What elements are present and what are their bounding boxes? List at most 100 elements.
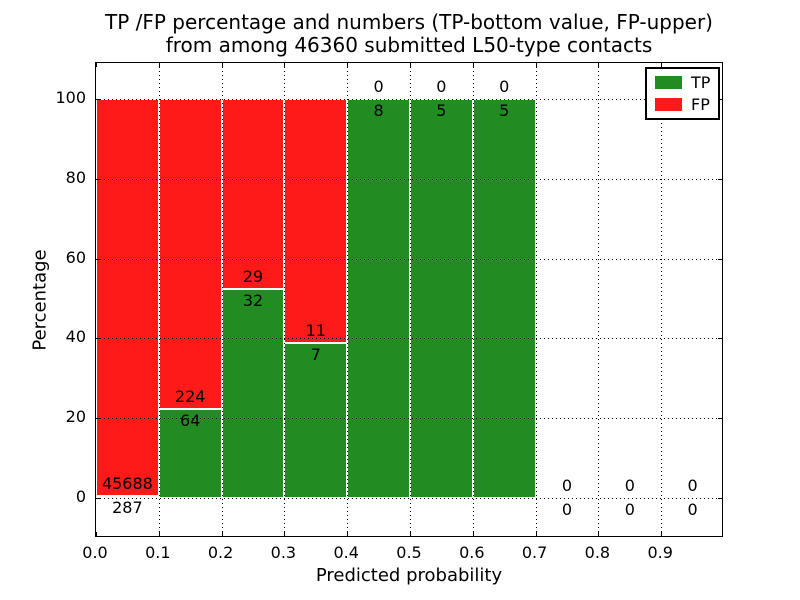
x-tick-top: [96, 63, 97, 67]
legend-item-tp: TP: [655, 74, 710, 91]
fp-bar-segment: [158, 98, 222, 410]
v-gridline: [284, 63, 286, 536]
x-tick: [284, 532, 286, 536]
h-gridline: [96, 338, 722, 340]
v-gridline: [410, 63, 411, 536]
v-gridline: [472, 63, 474, 536]
x-tick-label: 0.5: [396, 543, 422, 562]
legend-swatch-tp: [655, 76, 682, 89]
tp-count-label: 0: [624, 500, 635, 520]
fp-count-label: 0: [499, 76, 510, 96]
x-tick-label: 0.8: [584, 543, 611, 562]
x-tick-top: [472, 63, 474, 67]
y-tick: [96, 418, 100, 420]
plot-area: 45688 287 224 64 29 32 11 7 0 8 0 5 0 5 0 0 0 0 0 0: [95, 62, 723, 537]
y-tick: [96, 498, 100, 500]
tp-bar-segment: [284, 342, 348, 499]
x-tick-top: [158, 63, 160, 67]
fp-count-label: 0: [624, 476, 635, 496]
fp-count-label: 0: [373, 76, 384, 96]
h-gridline: [96, 178, 722, 180]
x-tick-label: 0.6: [459, 543, 485, 562]
v-gridline: [535, 63, 537, 536]
h-gridline: [96, 98, 722, 100]
y-tick-label: 0: [75, 487, 86, 507]
x-tick-top: [535, 63, 537, 67]
fp-count-label: 11: [305, 320, 326, 340]
x-tick-top: [284, 63, 286, 67]
tp-count-label: 5: [499, 100, 510, 120]
fp-bar-segment: [284, 98, 348, 343]
v-gridline: [158, 63, 160, 536]
fp-count-label: 0: [561, 476, 573, 496]
x-tick: [661, 532, 663, 536]
y-tick-label: 60: [65, 247, 86, 267]
y-tick: [96, 98, 100, 100]
tp-count-label: 32: [242, 290, 264, 310]
tp-bar-segment: [410, 98, 473, 499]
y-tick-label: 100: [55, 87, 86, 107]
v-gridline: [598, 63, 600, 536]
legend-label-tp: TP: [691, 73, 711, 92]
tp-count-label: 5: [436, 100, 447, 120]
fp-count-label: 0: [687, 476, 698, 496]
legend-label-fp: FP: [691, 95, 710, 114]
x-tick: [221, 532, 223, 536]
x-tick: [410, 532, 411, 536]
v-gridline: [347, 63, 349, 536]
x-tick-label: 0.0: [82, 543, 108, 562]
v-gridline: [221, 63, 223, 536]
y-tick-right: [718, 338, 722, 340]
x-tick-label: 0.7: [521, 543, 548, 562]
x-tick: [96, 532, 97, 536]
fp-count-label: 29: [242, 266, 264, 286]
x-tick-top: [347, 63, 349, 67]
legend: TP FP: [645, 67, 721, 120]
chart-title-line1: TP /FP percentage and numbers (TP-bottom…: [105, 10, 713, 34]
tp-count-label: 8: [373, 100, 384, 120]
x-tick-label: 0.3: [270, 543, 297, 562]
tp-bar-segment: [221, 288, 285, 499]
legend-swatch-fp: [655, 98, 682, 111]
y-tick-right: [718, 418, 722, 420]
y-tick-label: 80: [65, 167, 86, 187]
h-gridline: [96, 418, 722, 420]
y-tick: [96, 258, 100, 260]
x-tick-label: 0.4: [333, 543, 359, 562]
tp-bar-segment: [472, 98, 536, 499]
h-gridline: [96, 258, 722, 260]
fp-bar-segment: [96, 98, 159, 496]
y-tick-right: [718, 178, 722, 180]
legend-item-fp: FP: [655, 96, 710, 113]
y-tick-right: [718, 498, 722, 500]
fp-count-label: 0: [436, 76, 447, 96]
tp-count-label: 287: [112, 497, 143, 517]
x-tick: [472, 532, 474, 536]
y-tick-label: 20: [65, 407, 86, 427]
x-tick-label: 0.2: [207, 543, 234, 562]
x-tick: [158, 532, 160, 536]
x-tick: [535, 532, 537, 536]
y-tick-right: [718, 258, 722, 260]
tp-bar-segment: [96, 495, 159, 499]
y-tick-label: 40: [65, 327, 86, 347]
fp-bar-segment: [221, 98, 285, 289]
y-tick: [96, 338, 100, 340]
x-tick: [598, 532, 600, 536]
x-tick-label: 0.9: [647, 543, 673, 562]
tp-count-label: 0: [561, 500, 573, 520]
tp-count-label: 7: [310, 344, 321, 364]
x-tick-top: [221, 63, 223, 67]
x-axis-label: Predicted probability: [315, 565, 503, 586]
tp-bar-segment: [158, 409, 222, 499]
x-tick: [347, 532, 349, 536]
x-tick-label: 0.1: [145, 543, 171, 562]
x-tick-top: [410, 63, 411, 67]
x-tick-top: [661, 63, 663, 67]
fp-count-label: 224: [174, 387, 206, 407]
fp-count-label: 45688: [101, 473, 153, 493]
v-gridline: [661, 63, 663, 536]
h-gridline: [96, 498, 722, 500]
tp-bar-segment: [347, 98, 410, 499]
